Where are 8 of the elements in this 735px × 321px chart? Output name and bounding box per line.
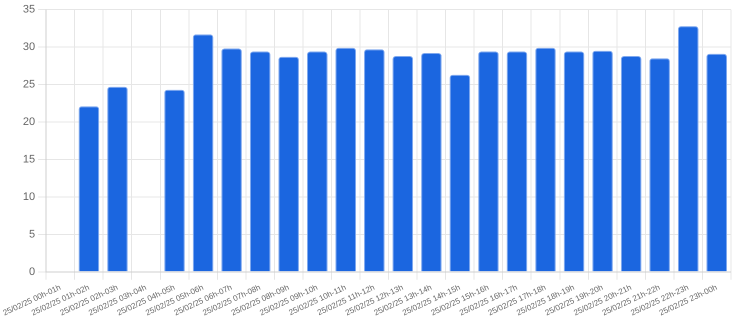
y-tick-label: 5 [29,228,36,240]
y-tick-label: 0 [29,266,36,278]
y-tick-label: 35 [22,4,36,16]
y-tick-label: 30 [22,41,36,54]
y-tick-label: 15 [22,153,36,166]
y-tick-label: 10 [22,190,36,203]
y-tick-label: 25 [22,78,36,91]
y-tick-label: 20 [22,116,36,128]
